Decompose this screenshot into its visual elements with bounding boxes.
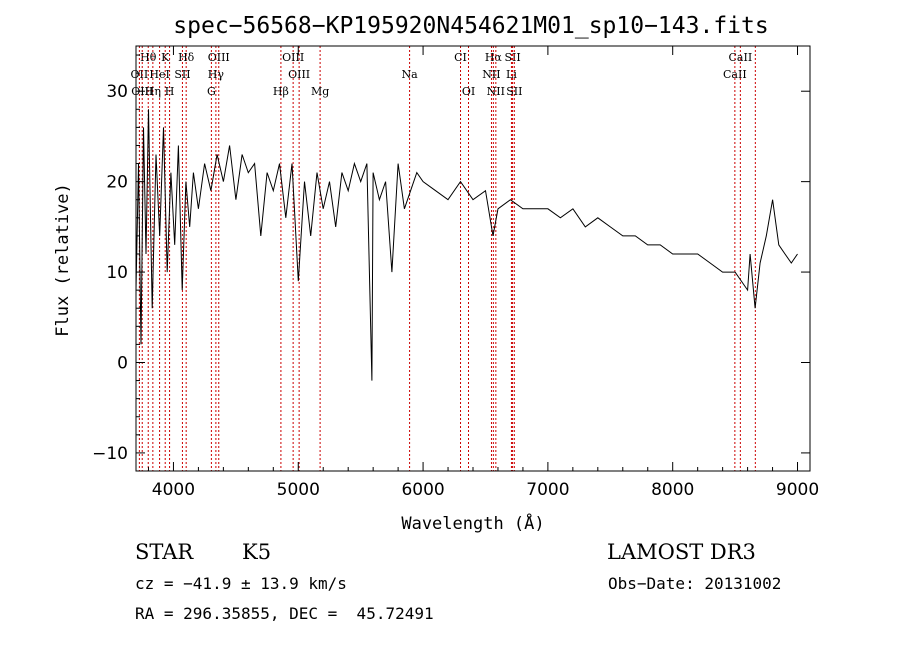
y-tick-label: 0 [117,353,128,373]
line-marker-label: HeI [149,68,169,81]
line-marker-label: K [161,51,170,64]
coordinates: RA = 296.35855, DEC = 45.72491 [135,604,434,623]
line-marker-label: OIII [282,51,304,64]
obs-date: Obs−Date: 20131002 [608,574,782,593]
line-marker-label: NII [487,85,505,98]
line-marker-label: Hβ [273,85,289,98]
y-tick-label: 10 [106,263,128,283]
line-marker-label: H [165,85,175,98]
line-marker-label: Hγ [208,68,225,81]
y-tick-label: 30 [106,82,128,102]
line-marker-label: Hα [485,51,503,64]
x-tick-label: 6000 [401,480,444,500]
line-marker-label: Hδ [178,51,195,64]
y-axis-label: Flux (relative) [53,183,73,337]
plot-frame [135,45,811,472]
line-marker-label: SII [506,85,522,98]
object-class: STAR [135,540,194,564]
x-axis-label: Wavelength (Å) [401,512,544,534]
line-marker-label: G [207,85,216,98]
x-tick-label: 7000 [526,480,569,500]
line-marker-label: Mg [311,85,329,98]
chart-title: spec−56568−KP195920N454621M01_sp10−143.f… [173,13,768,39]
line-marker-label: SII [504,51,520,64]
line-marker-label: CaII [723,68,747,81]
x-tick-label: 8000 [651,480,694,500]
line-marker-label: CI [454,51,467,64]
line-marker-label: OIII [208,51,230,64]
x-tick-label: 5000 [277,480,320,500]
line-marker-label: CaII [743,0,767,3]
x-tick-label: 9000 [776,480,819,500]
y-tick-label: 20 [106,173,128,193]
y-tick-label: −10 [92,444,128,464]
line-marker-label: NII [482,68,500,81]
line-marker-label: Hη [145,85,161,98]
line-marker-label: OII [131,68,149,81]
line-marker-label: OI [462,85,475,98]
spectrum-line [135,109,798,381]
x-tick-label: 4000 [152,480,195,500]
line-marker-label: Na [402,68,419,81]
line-marker-label: Li [506,68,517,81]
line-marker-label: SII [174,68,190,81]
line-marker-label: OIII [288,68,310,81]
line-marker-label: CaII [729,51,753,64]
object-subclass: K5 [242,540,272,564]
survey-name: LAMOST DR3 [607,540,756,564]
redshift-text: cz = −41.9 ± 13.9 km/s [135,574,347,593]
